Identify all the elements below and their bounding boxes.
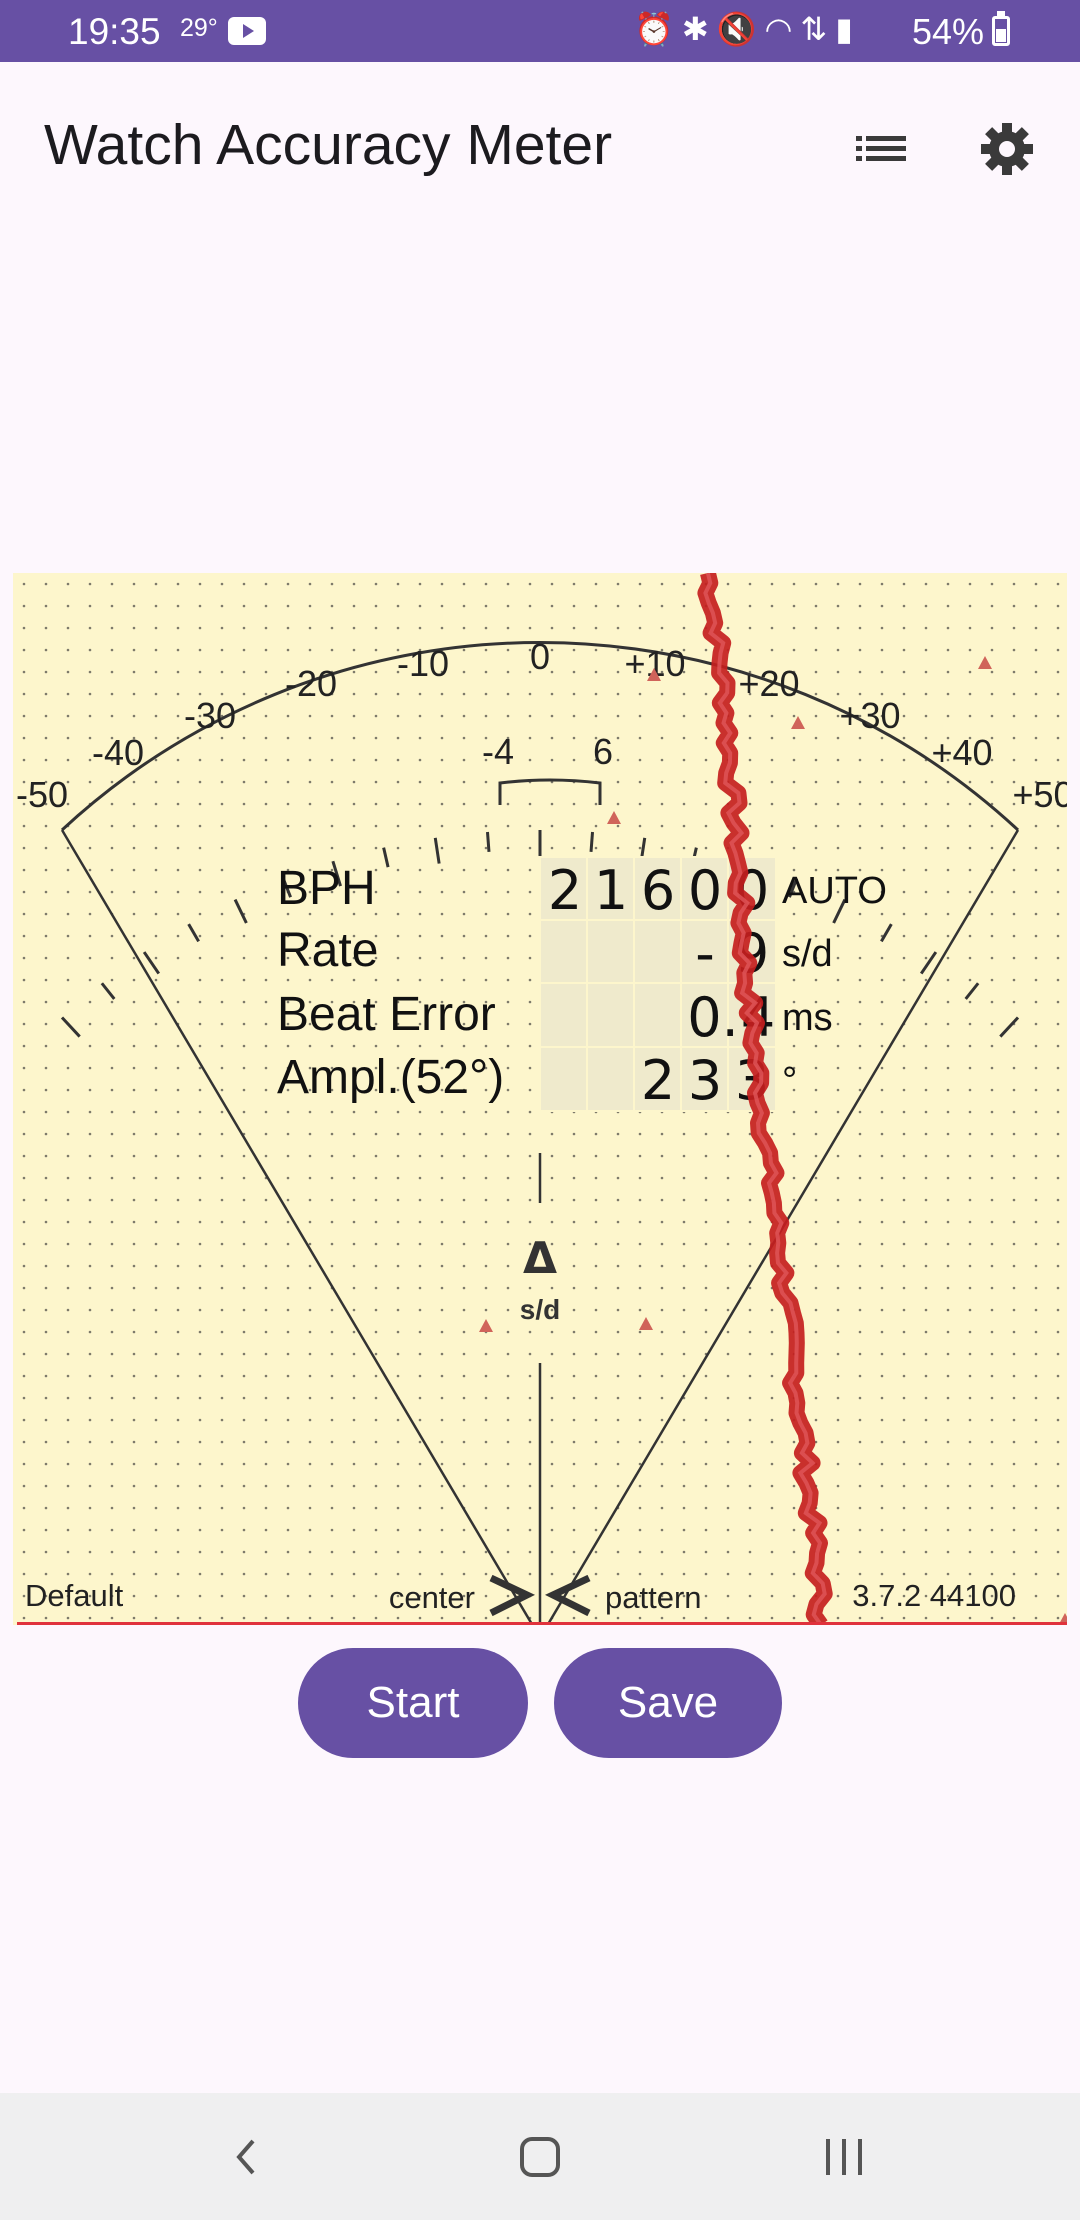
status-bar: 19:35 29° ⏰✱🔇◠⇅▮ 54% [0,0,1080,62]
recents-icon [826,2139,862,2175]
bph-digit: 0 [688,859,722,922]
navigation-bar [0,2093,1080,2220]
rate-unit: s/d [782,933,833,975]
delta-unit: s/d [520,1294,560,1325]
signal-icon: ▮ [835,10,861,48]
scale-tick [964,982,980,1000]
scale-tick [788,878,799,898]
scale-tick [433,837,441,864]
reading-label-bph: BPH [277,862,376,915]
sample-markers [479,656,1067,1625]
bph-unit: AUTO [782,870,887,912]
alarm-icon: ⏰ [634,10,682,48]
scale-label: 0 [530,636,550,677]
scale-tick [832,898,847,924]
scale-label: +50 [1012,774,1067,815]
pattern-label: pattern [605,1580,702,1615]
scale-tick [919,951,938,975]
scale-label: +40 [931,732,992,773]
amplitude-digit: 2 [641,1049,675,1112]
accuracy-meter: -50 -40 -30 -20 -10 0 +10 +20 +30 +40 +5… [13,573,1067,1625]
scale-label: -10 [397,643,449,684]
scale-tick [100,982,116,1000]
nav-home-button[interactable] [512,2129,568,2185]
center-label: center [389,1580,475,1615]
fan-line-left [60,829,534,1625]
bph-digit: 6 [641,859,675,922]
scale-tick [187,923,200,943]
reading-label-rate: Rate [277,924,378,977]
wifi-icon: ◠ [764,10,801,48]
profile-label: Default [25,1578,124,1613]
scale-tick [281,878,292,898]
reading-label-amplitude: Ampl.(52°) [277,1051,504,1104]
pattern-arrow-icon [544,1574,591,1617]
battery-icon [992,11,1010,46]
beat-error-unit: ms [782,997,833,1039]
scale-tick [589,831,595,853]
battery-percent: 54% [912,11,985,52]
start-button[interactable]: Start [298,1648,528,1758]
beat-error-bracket [498,778,602,805]
nav-back-button[interactable] [220,2129,276,2185]
scale-label: +30 [839,695,900,736]
mute-icon: 🔇 [716,10,765,48]
beat-error-digit: 0. [687,986,739,1049]
scale-label: -30 [184,695,236,736]
list-button[interactable] [848,116,914,182]
amplitude-digit: 3 [688,1049,722,1112]
gear-icon [981,123,1033,175]
list-icon [856,136,906,161]
scale-tick [999,1016,1020,1038]
nav-recents-button[interactable] [816,2129,872,2185]
scale-label: +20 [738,663,799,704]
settings-button[interactable] [974,116,1040,182]
inner-scale-label: 6 [593,731,613,772]
scale-tick [382,847,390,868]
back-icon [236,2139,255,2175]
scale-label: -50 [16,774,68,815]
scale-label: -20 [285,663,337,704]
scale-tick [880,923,893,943]
delta-symbol: Δ [523,1233,557,1284]
bph-digit: 2 [548,859,582,922]
status-temperature: 29° [180,14,218,42]
bluetooth-icon: ✱ [681,10,717,48]
save-button[interactable]: Save [554,1648,782,1758]
inner-scale-label: -4 [482,731,514,772]
bph-digit: 1 [594,859,628,922]
scale-label: -40 [92,732,144,773]
app-title: Watch Accuracy Meter [44,113,613,177]
scale-tick [233,898,248,924]
center-arrow-icon [489,1574,536,1617]
scale-tick [485,831,491,853]
data-transfer-icon: ⇅ [800,10,836,48]
scale-tick [142,951,161,975]
reading-label-beat-error: Beat Error [277,988,496,1041]
scale-tick [331,860,342,887]
home-icon [520,2137,560,2177]
youtube-icon [228,17,266,45]
version-label: 3.7.2 44100 [852,1578,1016,1613]
amplitude-unit: ° [782,1060,797,1102]
status-icons: ⏰✱🔇◠⇅▮ [634,10,861,48]
scale-tick [60,1016,81,1038]
scale-arc [60,640,1020,832]
rate-trace-outline [703,573,827,1625]
status-time: 19:35 [68,11,161,52]
rate-digit: - [695,922,715,985]
